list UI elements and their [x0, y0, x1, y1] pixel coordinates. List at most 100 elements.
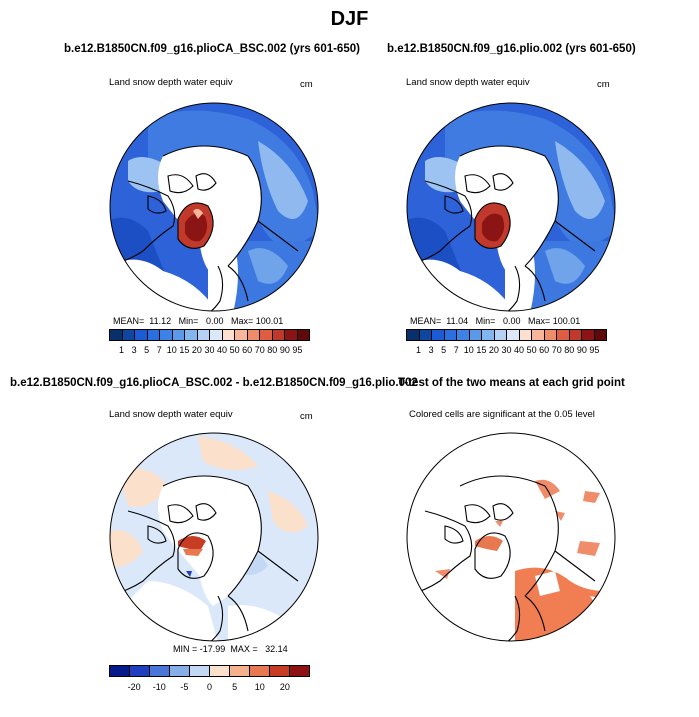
colorbar-tick-label: 50	[526, 345, 537, 355]
max-label: Max=	[527, 316, 551, 326]
min-label: Min=	[178, 316, 199, 326]
colorbar-swatch	[247, 330, 260, 340]
colorbar-tick-label: 10	[166, 345, 177, 355]
panel-title-top-left: b.e12.B1850CN.f09_g16.plioCA_BSC.002 (yr…	[64, 43, 360, 55]
colorbar-tick-label: 10	[254, 682, 265, 692]
colorbar-swatch	[494, 330, 507, 340]
colorbar-swatch	[519, 330, 532, 340]
colorbar-swatch	[582, 330, 595, 340]
colorbar-swatch	[432, 330, 445, 340]
colorbar-tick-label: 15	[476, 345, 487, 355]
panel-subtitle-top-left: Land snow depth water equiv	[109, 77, 233, 88]
colorbar-tick-label: 40	[217, 345, 228, 355]
units-label-top-left: cm	[300, 79, 313, 90]
colorbar-tick-label: 1	[416, 345, 422, 355]
colorbar-tick-label: 80	[267, 345, 278, 355]
colorbar-tick-label: 3	[428, 345, 434, 355]
max-value: 32.14	[265, 644, 288, 654]
colorbar-swatch	[130, 666, 150, 676]
colorbar-tick-label: 5	[144, 345, 150, 355]
colorbar-tick-label: 30	[501, 345, 512, 355]
colorbar-tick-label: 70	[551, 345, 562, 355]
colorbar-tick-label: 60	[539, 345, 550, 355]
colorbar-swatch	[190, 666, 210, 676]
colorbar-tick-label: 20	[279, 682, 290, 692]
colorbar-tick-label: 15	[179, 345, 190, 355]
colorbar-tick-label: 1	[119, 345, 125, 355]
panel-title-bottom-left: b.e12.B1850CN.f09_g16.plioCA_BSC.002 - b…	[10, 377, 418, 389]
stats-top-left: MEAN= 11.12 Min= 0.00 Max= 100.01	[113, 316, 283, 326]
stats-top-right: MEAN= 11.04 Min= 0.00 Max= 100.01	[410, 316, 580, 326]
colorbar-tick-label: 5	[441, 345, 447, 355]
max-value: 100.01	[552, 316, 581, 326]
colorbar-swatch	[260, 330, 273, 340]
colorbar-swatch	[185, 330, 198, 340]
stats-bottom-left: MIN = -17.99 MAX = 32.14	[173, 644, 288, 654]
colorbar-swatch	[110, 330, 123, 340]
min-label: Min=	[475, 316, 496, 326]
colorbar-tick-label: 50	[229, 345, 240, 355]
colorbar-swatch	[544, 330, 557, 340]
colorbar-top-left	[109, 329, 310, 341]
min-value: 0.00	[502, 316, 521, 326]
colorbar-tick-label: 90	[576, 345, 587, 355]
colorbar-swatch	[210, 666, 230, 676]
colorbar-tick-label: 7	[156, 345, 162, 355]
colorbar-swatch	[147, 330, 160, 340]
colorbar-tick-label: 80	[564, 345, 575, 355]
colorbar-swatch	[469, 330, 482, 340]
panel-title-top-right: b.e12.B1850CN.f09_g16.plio.002 (yrs 601-…	[387, 43, 636, 55]
polar-map-bottom-right	[406, 432, 616, 642]
min-value: -17.99	[199, 644, 226, 654]
colorbar-tick-label: 20	[191, 345, 202, 355]
colorbar-bottom-left	[109, 665, 310, 677]
mean-label: MEAN=	[410, 316, 442, 326]
panel-subtitle-bottom-left: Land snow depth water equiv	[109, 409, 233, 420]
panel-subtitle-bottom-right: Colored cells are significant at the 0.0…	[409, 409, 595, 420]
min-value: 0.00	[205, 316, 224, 326]
max-label: Max=	[230, 316, 254, 326]
min-label: MIN =	[173, 644, 198, 654]
colorbar-swatch	[532, 330, 545, 340]
colorbar-swatch	[230, 666, 250, 676]
colorbar-tick-label: 95	[292, 345, 303, 355]
colorbar-swatch	[172, 330, 185, 340]
colorbar-swatch	[235, 330, 248, 340]
colorbar-tick-label: 70	[254, 345, 265, 355]
colorbar-swatch	[210, 330, 223, 340]
colorbar-swatch	[444, 330, 457, 340]
max-label: MAX =	[230, 644, 258, 654]
polar-map-top-right	[406, 102, 616, 312]
colorbar-swatch	[285, 330, 298, 340]
colorbar-swatch	[594, 330, 606, 340]
colorbar-tick-label: -20	[127, 682, 141, 692]
colorbar-swatch	[272, 330, 285, 340]
polar-map-top-left	[109, 102, 319, 312]
polar-map-bottom-left	[109, 432, 319, 642]
colorbar-tick-label: 0	[206, 682, 213, 692]
colorbar-swatch	[150, 666, 170, 676]
colorbar-swatch	[160, 330, 173, 340]
colorbar-swatch	[110, 666, 130, 676]
colorbar-tick-label: -10	[152, 682, 166, 692]
colorbar-swatch	[270, 666, 290, 676]
panel-subtitle-top-right: Land snow depth water equiv	[406, 77, 530, 88]
max-value: 100.01	[255, 316, 284, 326]
colorbar-swatch	[457, 330, 470, 340]
mean-label: MEAN=	[113, 316, 145, 326]
colorbar-swatch	[297, 330, 309, 340]
colorbar-tick-label: 5	[232, 682, 238, 692]
colorbar-swatch	[197, 330, 210, 340]
units-label-bottom-left: cm	[300, 411, 313, 422]
figure-title: DJF	[330, 8, 369, 30]
colorbar-swatch	[122, 330, 135, 340]
colorbar-swatch	[222, 330, 235, 340]
colorbar-tick-label: 95	[589, 345, 600, 355]
colorbar-tick-label: 40	[514, 345, 525, 355]
mean-value: 11.12	[149, 316, 172, 326]
colorbar-swatch	[170, 666, 190, 676]
colorbar-swatch	[290, 666, 309, 676]
colorbar-tick-label: 3	[131, 345, 137, 355]
mean-value: 11.04	[446, 316, 469, 326]
colorbar-swatch	[407, 330, 420, 340]
